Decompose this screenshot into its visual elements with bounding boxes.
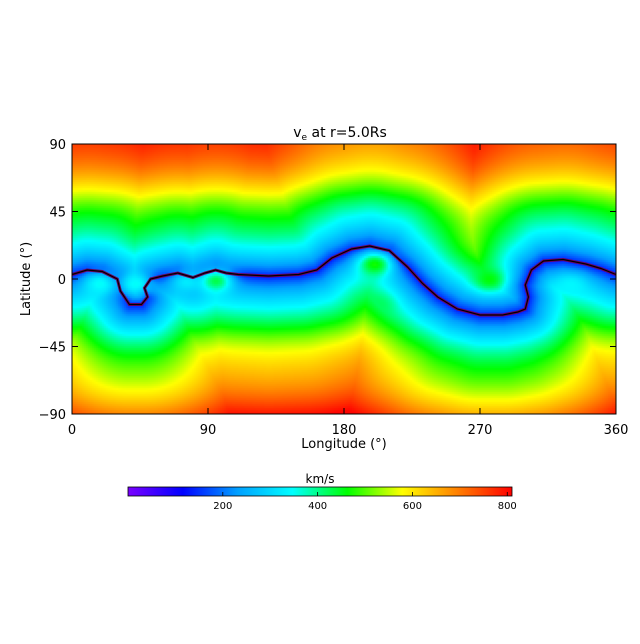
x-axis-label: Longitude (°) [301, 437, 386, 452]
neutral-line-core [71, 245, 617, 316]
x-tick-label: 360 [604, 423, 629, 438]
x-axis-ticks: 0 90 180 270 360 [68, 144, 629, 438]
y-tick-label: −90 [39, 408, 66, 423]
colorbar [127, 486, 513, 497]
velocity-heatmap [72, 144, 616, 414]
y-axis-label: Latitude (°) [19, 242, 34, 316]
x-tick-label: 0 [68, 423, 76, 438]
colorbar-tick-label: 200 [213, 501, 232, 512]
colorbar-label: km/s [306, 472, 335, 486]
y-tick-label: 90 [49, 138, 66, 153]
colorbar-tick-label: 800 [498, 501, 517, 512]
colorbar-ticks: 200 400 600 800 [213, 492, 517, 512]
chart-title: ve at r=5.0Rs [293, 125, 387, 143]
y-tick-label: −45 [39, 341, 66, 356]
x-tick-label: 180 [332, 423, 357, 438]
x-tick-label: 270 [468, 423, 493, 438]
colorbar-tick-label: 600 [403, 501, 422, 512]
y-tick-label: 45 [49, 206, 66, 221]
y-axis-ticks: −90 −45 0 45 90 [39, 138, 616, 423]
y-tick-label: 0 [58, 273, 66, 288]
x-tick-label: 90 [200, 423, 217, 438]
colorbar-tick-label: 400 [308, 501, 327, 512]
